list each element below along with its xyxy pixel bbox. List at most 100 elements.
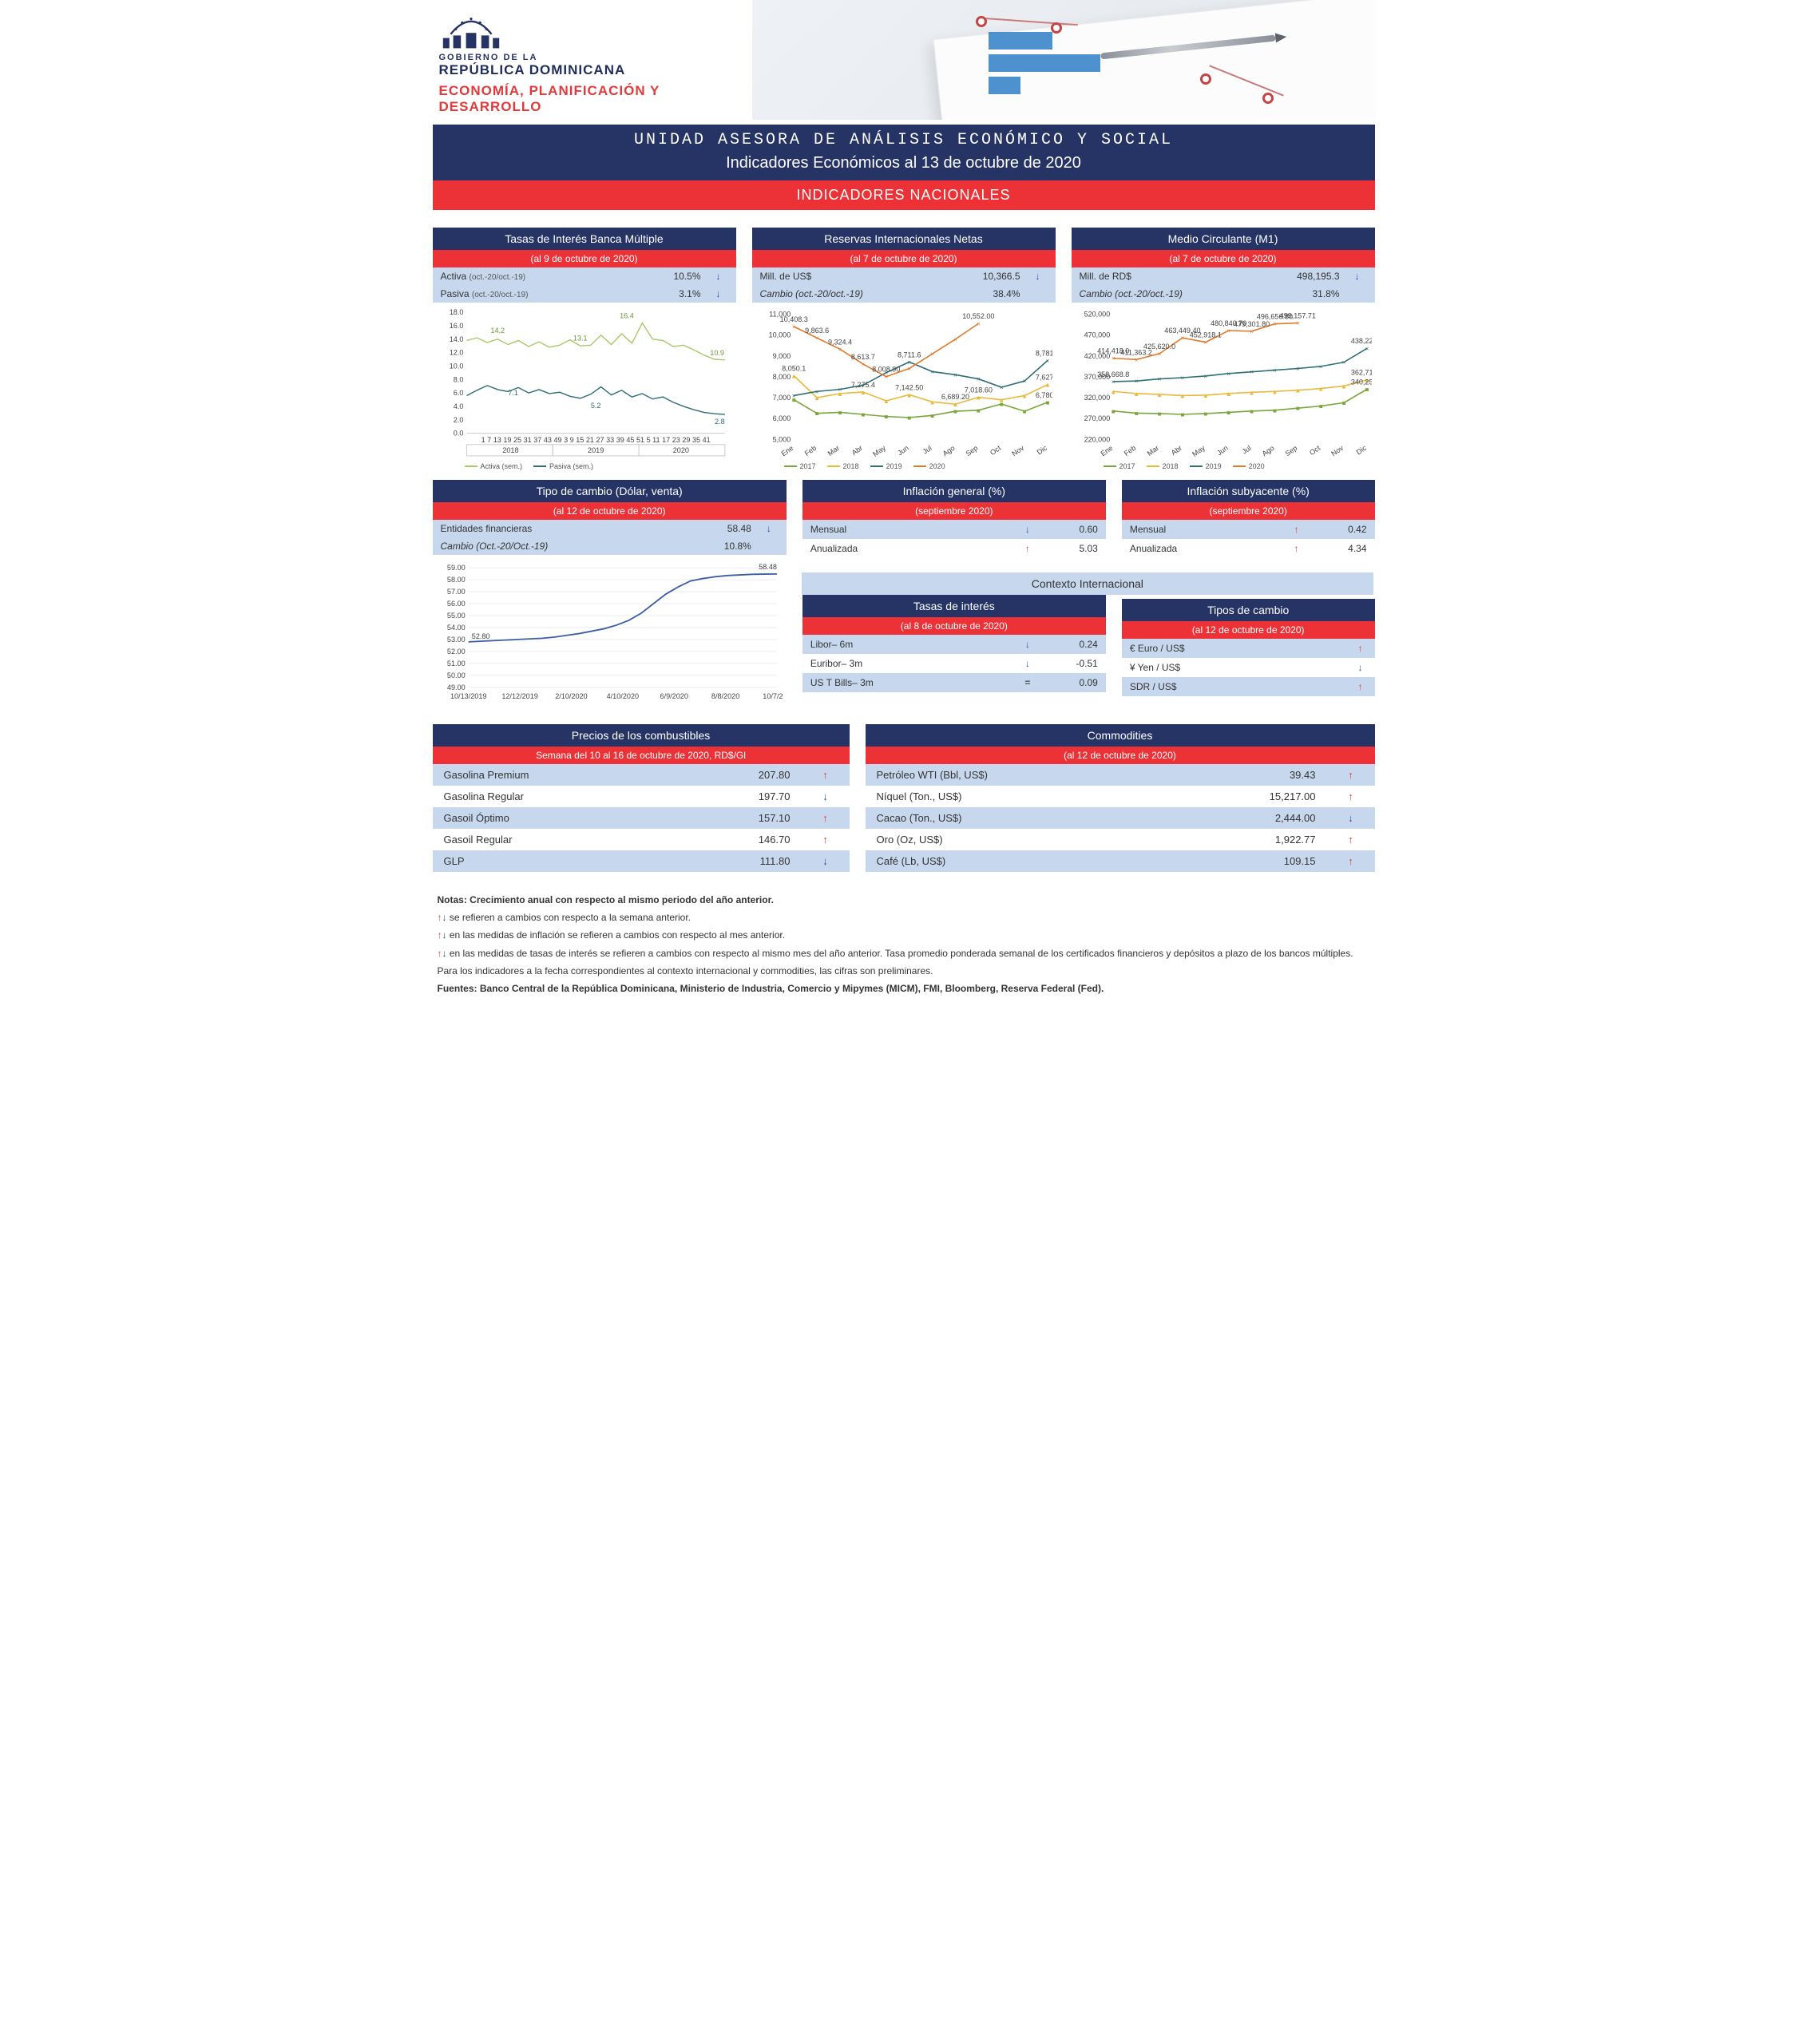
meta-row: Cambio (Oct.-20/Oct.-19) 10.8% xyxy=(433,537,787,555)
svg-text:▲: ▲ xyxy=(1318,386,1324,393)
svg-text:Feb: Feb xyxy=(802,444,817,458)
panel-title: Reservas Internacionales Netas xyxy=(752,228,1056,250)
svg-text:×: × xyxy=(838,386,842,394)
svg-text:0.0: 0.0 xyxy=(453,430,463,438)
svg-text:7,275.4: 7,275.4 xyxy=(850,381,874,389)
chart-fx: 49.0050.0051.0052.0053.0054.0055.0056.00… xyxy=(433,555,787,707)
svg-text:12/12/2019: 12/12/2019 xyxy=(501,692,538,700)
svg-text:■: ■ xyxy=(1273,407,1277,414)
table-row: ¥ Yen / US$ ↓ xyxy=(1122,658,1375,677)
svg-text:×: × xyxy=(953,336,957,343)
panel-title: Tipos de cambio xyxy=(1122,599,1375,621)
svg-text:56.00: 56.00 xyxy=(446,600,465,608)
svg-text:▲: ▲ xyxy=(1179,392,1185,399)
svg-text:×: × xyxy=(838,346,842,353)
panel-asof: (al 7 de octubre de 2020) xyxy=(1072,250,1375,267)
svg-text:▲: ▲ xyxy=(1341,382,1347,390)
table-row: US T Bills– 3m = 0.09 xyxy=(802,673,1106,692)
chart-interest-rates: 0.02.04.06.08.010.012.014.016.018.014.21… xyxy=(433,303,736,462)
svg-text:×: × xyxy=(1273,367,1277,374)
svg-text:320,000: 320,000 xyxy=(1084,394,1110,402)
svg-text:6,780.4: 6,780.4 xyxy=(1035,391,1052,399)
meta-row: Cambio (oct.-20/oct.-19) 31.8% xyxy=(1072,285,1375,303)
svg-text:■: ■ xyxy=(1203,410,1207,418)
svg-text:×: × xyxy=(953,371,957,378)
svg-text:■: ■ xyxy=(1045,399,1049,406)
svg-text:8,711.6: 8,711.6 xyxy=(897,351,920,358)
svg-text:×: × xyxy=(814,388,818,395)
svg-text:438,222.9: 438,222.9 xyxy=(1350,337,1371,345)
svg-text:×: × xyxy=(1157,376,1161,383)
meta-row: Entidades financieras 58.48 ↓ xyxy=(433,520,787,537)
svg-text:▲: ▲ xyxy=(1021,392,1028,399)
table-row: Café (Lb, US$)109.15↑ xyxy=(866,850,1375,872)
table-row: Oro (Oz, US$)1,922.77↑ xyxy=(866,829,1375,850)
panel-reserves: Reservas Internacionales Netas (al 7 de … xyxy=(752,228,1056,462)
svg-text:▲: ▲ xyxy=(1156,391,1163,398)
svg-text:■: ■ xyxy=(1365,386,1369,394)
svg-text:8,008.90: 8,008.90 xyxy=(872,366,900,374)
table-row: Petróleo WTI (Bbl, US$)39.43↑ xyxy=(866,764,1375,786)
svg-text:■: ■ xyxy=(907,414,911,422)
svg-text:Ene: Ene xyxy=(779,444,795,458)
gov-line-1: GOBIERNO DE LA xyxy=(439,53,744,62)
svg-text:2020: 2020 xyxy=(672,446,688,454)
svg-text:■: ■ xyxy=(1022,408,1026,415)
svg-text:×: × xyxy=(1250,328,1254,335)
svg-text:Mar: Mar xyxy=(826,444,840,458)
note-line: Para los indicadores a la fecha correspo… xyxy=(438,964,1370,979)
svg-text:×: × xyxy=(907,366,911,373)
table-row: Níquel (Ton., US$)15,217.00↑ xyxy=(866,786,1375,807)
table-row: Libor– 6m ↓ 0.24 xyxy=(802,635,1106,654)
svg-text:▲: ▲ xyxy=(952,401,958,408)
svg-text:×: × xyxy=(1203,339,1207,347)
panel-interest-rates: Tasas de Interés Banca Múltiple (al 9 de… xyxy=(433,228,736,462)
svg-text:×: × xyxy=(1180,374,1184,382)
panel-asof: (al 9 de octubre de 2020) xyxy=(433,250,736,267)
svg-text:×: × xyxy=(930,351,934,358)
svg-text:■: ■ xyxy=(838,409,842,416)
svg-text:5,000: 5,000 xyxy=(772,435,791,443)
svg-text:8,050.1: 8,050.1 xyxy=(782,365,806,373)
panel-asof: (septiembre 2020) xyxy=(802,502,1106,520)
svg-text:×: × xyxy=(1203,373,1207,380)
svg-text:Dic: Dic xyxy=(1354,444,1368,457)
svg-text:10.9: 10.9 xyxy=(710,349,724,357)
svg-text:452,918.1: 452,918.1 xyxy=(1189,331,1221,339)
panel-asof: (al 7 de octubre de 2020) xyxy=(752,250,1056,267)
svg-text:Jul: Jul xyxy=(1240,444,1252,456)
svg-text:▲: ▲ xyxy=(998,397,1005,404)
meta-row: Activa (oct.-20/oct.-19) 10.5% ↓ xyxy=(433,267,736,285)
svg-text:Oct: Oct xyxy=(1308,444,1322,458)
svg-text:520,000: 520,000 xyxy=(1084,311,1110,319)
panel-fx: Tipo de cambio (Dólar, venta) (al 12 de … xyxy=(433,480,787,707)
report-subtitle: Indicadores Económicos al 13 de octubre … xyxy=(433,151,1375,180)
svg-text:■: ■ xyxy=(1157,410,1161,418)
panel-title: Tasas de Interés Banca Múltiple xyxy=(433,228,736,250)
svg-text:7,018.60: 7,018.60 xyxy=(964,386,992,394)
svg-text:×: × xyxy=(999,384,1003,391)
note-line: ↑↓ se refieren a cambios con respecto a … xyxy=(438,910,1370,925)
svg-text:×: × xyxy=(1134,378,1138,385)
svg-text:▲: ▲ xyxy=(859,389,866,396)
svg-text:9,324.4: 9,324.4 xyxy=(827,338,851,346)
svg-text:6,689.20: 6,689.20 xyxy=(941,393,969,401)
svg-text:2/10/2020: 2/10/2020 xyxy=(555,692,587,700)
panel-m1: Medio Circulante (M1) (al 7 de octubre d… xyxy=(1072,228,1375,462)
svg-text:340,250.5: 340,250.5 xyxy=(1350,378,1371,386)
unit-title: UNIDAD ASESORA DE ANÁLISIS ECONÓMICO Y S… xyxy=(433,125,1375,151)
table-row: Cacao (Ton., US$)2,444.00↓ xyxy=(866,807,1375,829)
svg-text:■: ■ xyxy=(1318,403,1322,410)
svg-text:52.80: 52.80 xyxy=(471,632,489,640)
panel-title: Inflación general (%) xyxy=(802,480,1106,502)
svg-text:May: May xyxy=(871,444,887,458)
svg-text:×: × xyxy=(1295,319,1299,327)
table-row: Gasoil Óptimo157.10↑ xyxy=(433,807,850,829)
svg-text:Ago: Ago xyxy=(1260,444,1275,458)
svg-text:■: ■ xyxy=(884,414,888,421)
svg-text:6.0: 6.0 xyxy=(453,389,463,397)
svg-text:×: × xyxy=(1226,327,1230,335)
panel-asof: (al 12 de octubre de 2020) xyxy=(1122,621,1375,639)
svg-text:499,157.71: 499,157.71 xyxy=(1279,311,1315,319)
svg-text:Abr: Abr xyxy=(850,444,863,457)
